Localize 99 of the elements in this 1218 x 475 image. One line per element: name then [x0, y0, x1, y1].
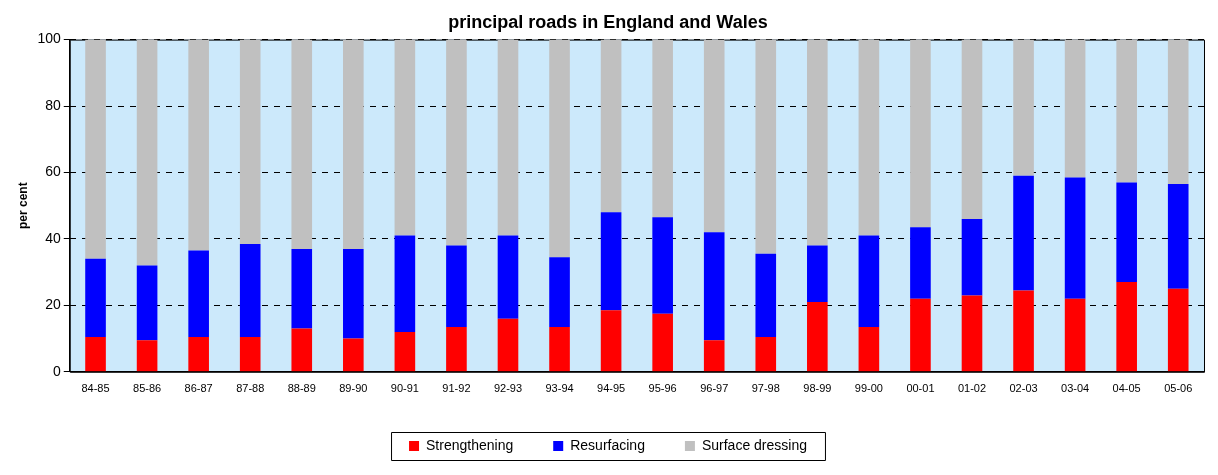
x-tick-label: 97-98	[751, 382, 780, 395]
y-tick-label: 100	[37, 30, 61, 47]
y-tick-label: 60	[45, 163, 61, 180]
bar	[1064, 298, 1086, 372]
bar	[239, 336, 261, 372]
y-tick-label: 80	[45, 96, 61, 113]
x-tick-label: 00-01	[906, 382, 935, 395]
x-tick-label: 92-93	[493, 382, 523, 395]
bar	[961, 218, 983, 296]
x-tick-label: 04-05	[1112, 382, 1141, 395]
bar	[1013, 290, 1034, 372]
bar	[1116, 182, 1137, 283]
bar	[343, 338, 364, 372]
x-tick-label: 89-90	[339, 382, 368, 395]
bar	[600, 39, 622, 213]
y-tick-label: 20	[45, 296, 61, 313]
bar	[136, 265, 158, 341]
y-tick-label: 0	[52, 362, 61, 379]
bar	[1013, 175, 1034, 291]
bar	[755, 253, 777, 337]
bar	[291, 328, 313, 372]
legend-label: Resurfacing	[570, 436, 645, 453]
x-tick-label: 86-87	[184, 382, 213, 395]
bar	[85, 39, 106, 259]
bar	[394, 331, 416, 372]
bar	[549, 326, 570, 372]
bar	[652, 217, 673, 314]
bar	[343, 39, 364, 249]
bar	[1167, 39, 1189, 185]
bar	[1013, 39, 1034, 176]
bar	[188, 336, 209, 372]
bar	[1167, 184, 1189, 289]
x-tick-label: 84-85	[81, 382, 110, 395]
bar	[549, 257, 570, 327]
bar	[394, 235, 416, 332]
bar	[188, 39, 209, 251]
bar	[497, 318, 519, 372]
x-tick-label: 85-86	[133, 382, 162, 395]
x-tick-label: 90-91	[390, 382, 419, 395]
x-tick-label: 05-06	[1164, 382, 1193, 395]
x-tick-label: 88-89	[287, 382, 316, 395]
bar	[910, 298, 931, 372]
bar	[239, 39, 261, 244]
bar	[1116, 39, 1137, 183]
bar	[600, 212, 622, 311]
bar	[136, 340, 158, 372]
bar	[1064, 39, 1086, 178]
bar	[291, 248, 313, 329]
bar	[910, 227, 931, 299]
bar	[858, 235, 880, 327]
bar	[497, 235, 519, 319]
bar	[910, 39, 931, 228]
bar	[85, 258, 106, 337]
bar	[446, 326, 467, 372]
bar	[600, 310, 622, 372]
bar	[755, 39, 777, 254]
bar	[652, 313, 673, 372]
bar	[497, 39, 519, 236]
bar	[703, 232, 725, 341]
legend-label: Surface dressing	[701, 436, 807, 453]
bar	[239, 243, 261, 337]
bar	[858, 326, 880, 372]
bar	[343, 248, 364, 339]
x-tick-label: 01-02	[957, 382, 987, 395]
bar	[703, 340, 725, 372]
bar	[858, 39, 880, 236]
bar	[961, 39, 983, 219]
bar	[703, 39, 725, 233]
bar	[755, 336, 777, 372]
bar	[1116, 282, 1137, 372]
bar	[807, 302, 828, 372]
bar	[85, 336, 106, 372]
y-tick-label: 40	[45, 229, 61, 246]
x-tick-label: 02-03	[1009, 382, 1038, 395]
bar	[291, 39, 313, 249]
bar	[1167, 288, 1189, 372]
bar	[807, 245, 828, 303]
bar	[446, 245, 467, 327]
y-axis-title: per cent	[15, 182, 30, 230]
legend-label: Strengthening	[426, 436, 514, 453]
bar	[188, 250, 209, 337]
bar	[961, 295, 983, 372]
x-tick-label: 93-94	[545, 382, 574, 395]
bar	[394, 39, 416, 236]
bar	[136, 39, 158, 266]
x-tick-label: 94-95	[597, 382, 626, 395]
x-tick-label: 87-88	[236, 382, 265, 395]
x-tick-label: 95-96	[648, 382, 677, 395]
x-tick-label: 98-99	[803, 382, 832, 395]
bar	[1064, 177, 1086, 299]
bar	[652, 39, 673, 218]
chart-title: principal roads in England and Wales	[448, 11, 768, 32]
bar	[807, 39, 828, 246]
x-tick-label: 96-97	[700, 382, 729, 395]
x-tick-label: 03-04	[1061, 382, 1090, 395]
bar	[549, 39, 570, 258]
x-tick-label: 91-92	[442, 382, 471, 395]
x-tick-label: 99-00	[854, 382, 883, 395]
bar	[446, 39, 467, 246]
